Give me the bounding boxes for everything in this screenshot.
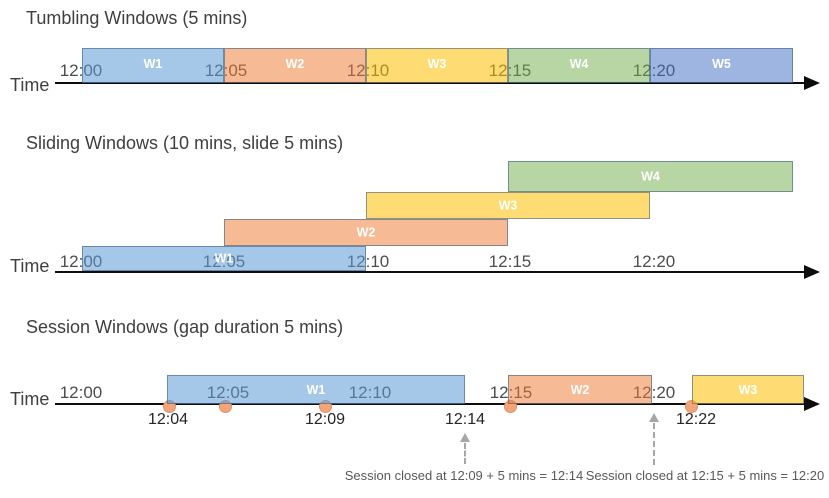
- dashed-arrow-shaft: [653, 423, 655, 465]
- timeline: [55, 403, 806, 405]
- window-box: W2: [508, 375, 652, 404]
- window-box: W5: [650, 48, 793, 83]
- window-label: W3: [738, 383, 758, 397]
- window-box: W1: [167, 375, 465, 404]
- window-box: W3: [692, 375, 804, 404]
- tumbling-title: Tumbling Windows (5 mins): [26, 8, 248, 28]
- event-time-label: 12:14: [444, 411, 486, 428]
- tick-label: 12:20: [632, 252, 676, 271]
- timeline: [55, 271, 806, 273]
- window-label: W1: [143, 57, 163, 71]
- window-label: W3: [498, 197, 518, 212]
- dashed-arrow-shaft: [464, 443, 466, 464]
- window-box: W4: [508, 161, 793, 192]
- event-time-label: 12:22: [675, 411, 717, 428]
- window-box: W2: [224, 219, 508, 246]
- tick-label: 12:00: [59, 383, 103, 402]
- timeline-arrow-icon: [804, 265, 820, 279]
- timeline-arrow-icon: [804, 76, 820, 90]
- window-label: W1: [214, 250, 234, 265]
- dashed-arrow-up-icon: [649, 413, 659, 422]
- window-box: W2: [224, 48, 366, 83]
- window-box: W3: [366, 192, 650, 219]
- window-label: W3: [427, 57, 447, 71]
- window-box: W1: [82, 48, 224, 83]
- window-label: W4: [641, 168, 660, 183]
- window-label: W2: [570, 383, 590, 397]
- dashed-arrow-up-icon: [460, 433, 470, 442]
- window-label: W1: [306, 383, 326, 397]
- session-title: Session Windows (gap duration 5 mins): [26, 317, 344, 337]
- timeline-arrow-icon: [804, 397, 820, 411]
- window-label: W2: [356, 224, 376, 239]
- window-box: W3: [366, 48, 508, 83]
- window-label: W5: [712, 57, 731, 71]
- event-time-label: 12:09: [304, 411, 346, 428]
- window-label: W4: [569, 57, 589, 71]
- session-annotation: Session closed at 12:15 + 5 mins = 12:20: [585, 468, 825, 483]
- timeline: [55, 82, 806, 84]
- tick-label: 12:15: [488, 252, 532, 271]
- sliding-title: Sliding Windows (10 mins, slide 5 mins): [26, 133, 344, 153]
- session-annotation: Session closed at 12:09 + 5 mins = 12:14: [344, 468, 584, 483]
- time-axis-label: Time: [10, 256, 50, 276]
- window-label: W2: [285, 57, 305, 71]
- window-box: W1: [82, 246, 366, 271]
- time-axis-label: Time: [10, 389, 50, 409]
- window-box: W4: [508, 48, 650, 83]
- event-time-label: 12:04: [147, 411, 189, 428]
- time-axis-label: Time: [10, 75, 50, 95]
